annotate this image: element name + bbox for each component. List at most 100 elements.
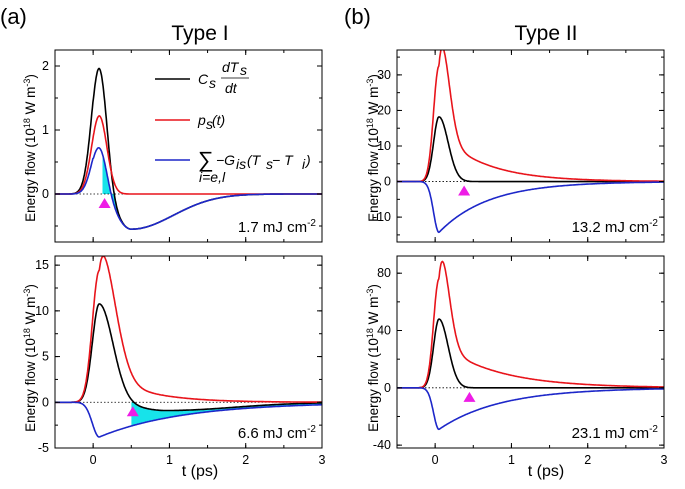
y-tick-label: 10 <box>377 139 391 153</box>
panel-a-letter: (a) <box>0 4 27 29</box>
legend-red-s: s <box>206 116 213 132</box>
legend: C s dT s dt p s (t) ∑ i=e,l −G is (T s −… <box>155 59 311 185</box>
ylabel-text: Energy flow (10 <box>23 128 38 222</box>
ylabel-close: ) <box>366 284 381 289</box>
xlabel-type-i: t (ps) <box>182 463 218 480</box>
fluence-label: 1.7 mJ cm-2 <box>238 218 317 236</box>
legend-red-rest: (t) <box>212 112 225 128</box>
series-line-red <box>55 256 322 404</box>
plot-frame <box>54 255 323 449</box>
x-tick-label: 0 <box>432 453 439 467</box>
ylabel-unit: W m <box>366 87 381 119</box>
x-tick-label: 3 <box>661 453 668 467</box>
ylabel-unit: W m <box>23 297 38 329</box>
series-line-black <box>55 303 322 412</box>
legend-blue-term-sub: is <box>236 156 246 172</box>
y-tick-label: 1 <box>42 123 49 137</box>
svg-text:Energy flow (1018 W m-3): Energy flow (1018 W m-3) <box>365 284 381 432</box>
x-tick-label: 1 <box>166 453 173 467</box>
series-line-blue <box>397 387 664 431</box>
ylabel-b-top: Energy flow (1018 W m-3) <box>365 74 381 222</box>
ylabel-a-bottom: Energy flow (1018 W m-3) <box>22 284 38 432</box>
fluence-label: 23.1 mJ cm-2 <box>572 424 659 442</box>
ylabel-b-bottom: Energy flow (1018 W m-3) <box>365 284 381 432</box>
ylabel-unit-exp: -3 <box>365 289 375 297</box>
legend-blue-sum: ∑ <box>198 147 214 172</box>
panel-type-ii-bottom: -40 0 40 80 0 1 2 323.1 mJ cm-2 <box>373 255 668 467</box>
plot-frame <box>396 255 665 449</box>
svg-text:Energy flow (1018 W m-3): Energy flow (1018 W m-3) <box>22 74 38 222</box>
y-tick-label: 15 <box>35 258 49 272</box>
ylabel-close: ) <box>366 74 381 79</box>
y-tick-label: 20 <box>377 103 391 117</box>
ylabel-close: ) <box>23 74 38 79</box>
panel-type-i-bottom: -5 0 5 10 15 0 1 2 36.6 mJ cm-2 <box>35 255 326 467</box>
series-line-blue <box>397 180 664 234</box>
legend-entry-blue: ∑ i=e,l −G is (T s − T i ) <box>155 147 311 185</box>
series-line-black <box>397 116 664 183</box>
ylabel-exp: 18 <box>22 118 32 128</box>
series-line-blue <box>55 401 322 438</box>
ylabel-text: Energy flow (10 <box>366 338 381 432</box>
ylabel-unit-exp: -3 <box>365 79 375 87</box>
fluence-label: 13.2 mJ cm-2 <box>572 218 659 236</box>
zero-crossing-marker <box>458 185 471 196</box>
legend-blue-paren1: (T <box>247 152 262 168</box>
type-i-title: Type I <box>171 22 228 45</box>
y-tick-label: 5 <box>42 350 49 364</box>
ylabel-unit-exp: -3 <box>22 79 32 87</box>
y-tick-label: 10 <box>35 304 49 318</box>
ylabel-close: ) <box>23 284 38 289</box>
legend-black-num: dT <box>222 59 240 75</box>
legend-black-s: s <box>209 75 216 91</box>
series-line-black <box>397 318 664 389</box>
x-tick-label: 1 <box>508 453 515 467</box>
zero-crossing-marker <box>463 391 476 402</box>
legend-blue-under: i=e,l <box>199 169 226 185</box>
panel-type-ii-top: -10 0 10 20 30 13.2 mJ cm-2 <box>373 49 665 243</box>
type-ii-title: Type II <box>514 22 577 45</box>
y-tick-label: -10 <box>373 210 391 224</box>
legend-blue-paren1-sub: s <box>266 156 273 172</box>
zero-crossing-marker <box>126 406 139 417</box>
svg-text:Energy flow (1018 W m-3): Energy flow (1018 W m-3) <box>22 284 38 432</box>
ylabel-text: Energy flow (10 <box>23 338 38 432</box>
fluence-label: 6.6 mJ cm-2 <box>238 424 317 442</box>
y-tick-label: 80 <box>377 266 391 280</box>
legend-black-den: dt <box>225 80 238 96</box>
y-tick-label: 0 <box>384 381 391 395</box>
x-tick-label: 0 <box>90 453 97 467</box>
ylabel-exp: 18 <box>365 328 375 338</box>
ylabel-a-top: Energy flow (1018 W m-3) <box>22 74 38 222</box>
xlabel-type-ii: t (ps) <box>528 463 564 480</box>
ylabel-unit: W m <box>366 297 381 329</box>
ylabel-exp: 18 <box>22 328 32 338</box>
series-line-blue <box>55 146 322 230</box>
legend-black-c: C <box>198 71 209 87</box>
x-tick-label: 3 <box>319 453 326 467</box>
y-tick-label: 40 <box>377 324 391 338</box>
y-tick-label: -5 <box>38 441 49 455</box>
ylabel-unit: W m <box>23 87 38 119</box>
x-tick-label: 2 <box>584 453 591 467</box>
plot-frame <box>54 49 323 243</box>
series-line-red <box>397 260 664 389</box>
y-tick-label: 2 <box>42 59 49 73</box>
y-tick-label: 30 <box>377 68 391 82</box>
svg-text:Energy flow (1018 W m-3): Energy flow (1018 W m-3) <box>365 74 381 222</box>
panel-b-letter: (b) <box>344 4 371 29</box>
legend-entry-red: p s (t) <box>155 112 225 132</box>
y-tick-label: 0 <box>42 395 49 409</box>
ylabel-text: Energy flow (10 <box>366 128 381 222</box>
series-line-red <box>397 50 664 183</box>
legend-black-num-sub: s <box>240 62 247 78</box>
panel-type-i-top: 0 1 2 1.7 mJ cm-2 <box>42 49 323 243</box>
y-tick-label: 0 <box>384 175 391 189</box>
legend-blue-term: −G <box>216 152 235 168</box>
ylabel-unit-exp: -3 <box>22 289 32 297</box>
legend-entry-black: C s dT s dt <box>155 59 249 96</box>
legend-blue-paren2-sub: i <box>302 156 306 172</box>
ylabel-exp: 18 <box>365 118 375 128</box>
legend-red-p: p <box>197 112 206 128</box>
